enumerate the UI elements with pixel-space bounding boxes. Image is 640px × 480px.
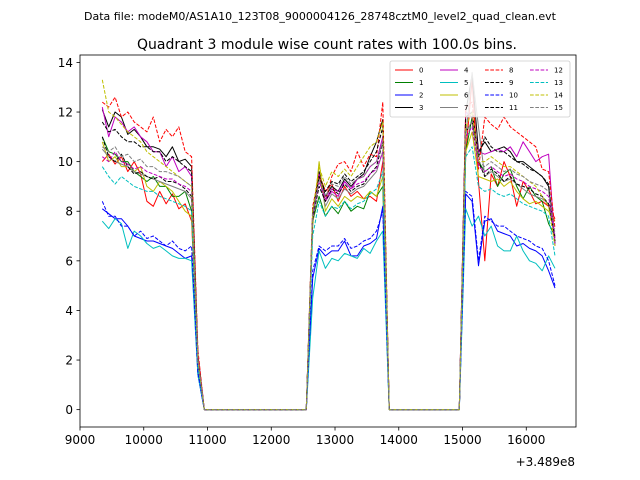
legend-label-8: 8 — [509, 67, 513, 75]
legend-label-2: 2 — [419, 92, 423, 100]
x-tick-label: 10000 — [125, 433, 163, 447]
legend-label-13: 13 — [554, 79, 563, 87]
legend-label-10: 10 — [509, 92, 518, 100]
x-tick-label: 11000 — [188, 433, 226, 447]
x-tick-label: 12000 — [252, 433, 290, 447]
legend-label-3: 3 — [419, 104, 423, 112]
axes-frame — [79, 54, 577, 428]
series-line-12 — [101, 126, 556, 411]
y-tick-label: 12 — [58, 106, 73, 120]
y-tick-label: 4 — [65, 304, 73, 318]
series-line-2 — [101, 193, 556, 411]
legend-label-14: 14 — [554, 92, 563, 100]
x-tick-label: 9000 — [65, 433, 96, 447]
series-line-11 — [101, 111, 556, 411]
series-line-0 — [101, 79, 556, 411]
series-line-7 — [101, 71, 556, 411]
series-line-14 — [101, 79, 556, 411]
x-tick-label: 14000 — [380, 433, 418, 447]
legend-label-1: 1 — [419, 79, 423, 87]
legend-label-11: 11 — [509, 104, 518, 112]
figure-suptitle: Data file: modeM0/AS1A10_123T08_90000041… — [84, 10, 557, 23]
y-tick-label: 6 — [65, 254, 73, 268]
series-line-13 — [101, 146, 556, 411]
legend-box — [389, 60, 571, 118]
legend-label-5: 5 — [464, 79, 468, 87]
series-line-3 — [101, 74, 556, 411]
y-tick-label: 14 — [58, 56, 73, 70]
legend-label-7: 7 — [464, 104, 468, 112]
legend-label-6: 6 — [464, 92, 469, 100]
chart-title: Quadrant 3 module wise count rates with … — [137, 37, 517, 53]
plot-area: 9000 10000 11000 12000 13000 14000 15000 16000 0… — [58, 54, 577, 447]
legend-label-4: 4 — [464, 67, 469, 75]
legend-label-9: 9 — [509, 79, 513, 87]
legend-label-15: 15 — [554, 104, 563, 112]
y-tick-label: 10 — [58, 155, 73, 169]
x-tick-label: 15000 — [443, 433, 481, 447]
x-tick-label: 13000 — [316, 433, 354, 447]
y-tick-label: 0 — [65, 403, 73, 417]
y-tick-label: 8 — [65, 205, 73, 219]
legend-label-12: 12 — [554, 67, 563, 75]
x-tick-label: 16000 — [507, 433, 545, 447]
x-axis-offset-label: +3.489e8 — [516, 455, 575, 469]
legend-label-0: 0 — [419, 67, 423, 75]
series-line-4 — [101, 106, 556, 411]
series-line-6 — [101, 131, 556, 411]
series-line-10 — [101, 190, 556, 411]
series-line-15 — [101, 121, 556, 411]
y-tick-label: 2 — [65, 354, 73, 368]
series-line-5 — [101, 208, 556, 411]
series-group — [101, 71, 556, 411]
